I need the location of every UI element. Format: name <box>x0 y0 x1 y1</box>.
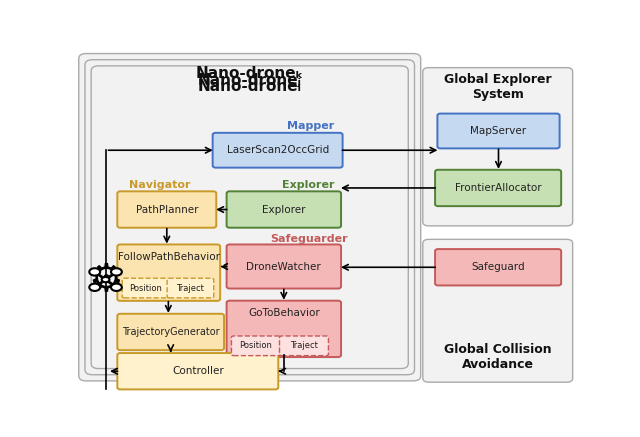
Text: Controller: Controller <box>172 366 223 376</box>
FancyBboxPatch shape <box>227 244 341 288</box>
Text: FrontierAllocator: FrontierAllocator <box>455 183 541 193</box>
FancyBboxPatch shape <box>435 170 561 206</box>
FancyBboxPatch shape <box>435 249 561 285</box>
Text: TrajectoryGenerator: TrajectoryGenerator <box>122 327 220 337</box>
FancyBboxPatch shape <box>122 278 169 298</box>
Text: GoToBehavior: GoToBehavior <box>248 309 320 319</box>
Circle shape <box>90 268 100 276</box>
FancyBboxPatch shape <box>167 278 214 298</box>
Circle shape <box>102 277 109 282</box>
Text: MapServer: MapServer <box>470 126 527 136</box>
Text: Explorer: Explorer <box>282 180 335 190</box>
FancyBboxPatch shape <box>437 114 559 149</box>
Text: Global Collision
Avoidance: Global Collision Avoidance <box>444 343 552 371</box>
Text: Safeguard: Safeguard <box>471 262 525 272</box>
FancyBboxPatch shape <box>423 239 573 382</box>
FancyBboxPatch shape <box>212 133 342 168</box>
FancyBboxPatch shape <box>280 336 328 356</box>
FancyBboxPatch shape <box>232 336 280 356</box>
Text: Global Explorer
System: Global Explorer System <box>444 73 552 101</box>
Text: Position: Position <box>239 341 273 350</box>
FancyBboxPatch shape <box>117 244 220 301</box>
Circle shape <box>111 268 122 276</box>
Text: Traject: Traject <box>177 284 204 292</box>
Circle shape <box>90 284 100 291</box>
Text: Safeguarder: Safeguarder <box>270 234 348 244</box>
Text: Traject: Traject <box>290 341 318 350</box>
Text: LaserScan2OccGrid: LaserScan2OccGrid <box>227 145 329 155</box>
FancyBboxPatch shape <box>117 191 216 228</box>
FancyBboxPatch shape <box>85 60 415 375</box>
Text: PathPlanner: PathPlanner <box>136 205 198 215</box>
Circle shape <box>111 284 122 291</box>
FancyBboxPatch shape <box>117 314 224 350</box>
Text: Nano-droneₖ: Nano-droneₖ <box>196 66 304 81</box>
Text: ⚙: ⚙ <box>88 260 123 298</box>
Text: Nano-droneⱼ: Nano-droneⱼ <box>198 73 301 88</box>
Text: Navigator: Navigator <box>129 180 191 190</box>
FancyBboxPatch shape <box>117 353 278 389</box>
FancyBboxPatch shape <box>79 54 420 381</box>
Text: Mapper: Mapper <box>287 121 335 131</box>
Text: FollowPathBehavior: FollowPathBehavior <box>118 252 220 262</box>
Text: Explorer: Explorer <box>262 205 305 215</box>
Text: Position: Position <box>129 284 162 292</box>
FancyBboxPatch shape <box>227 191 341 228</box>
FancyBboxPatch shape <box>423 68 573 226</box>
Text: Nano-droneᵢ: Nano-droneᵢ <box>198 79 301 94</box>
Text: DroneWatcher: DroneWatcher <box>246 261 321 271</box>
FancyBboxPatch shape <box>91 66 408 368</box>
FancyBboxPatch shape <box>227 301 341 357</box>
